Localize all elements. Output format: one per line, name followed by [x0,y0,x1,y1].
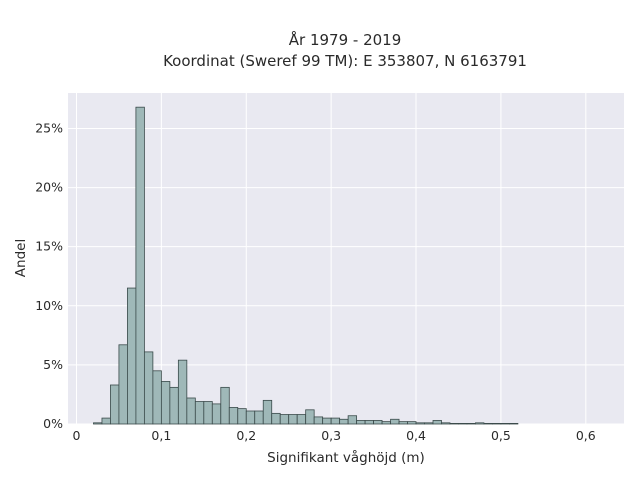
histogram-bar [93,422,103,425]
histogram-bar [458,423,468,425]
x-tick-label: 0,4 [406,428,426,443]
histogram-bar [466,423,476,425]
histogram-bar [483,423,493,425]
histogram-bar [305,409,315,425]
histogram-bar [228,407,239,425]
chart-title: År 1979 - 2019 [289,30,402,49]
histogram-bar [220,386,230,425]
y-tick-label: 15% [35,239,63,254]
histogram-bar [373,420,383,425]
histogram-bar [330,417,341,425]
y-tick-label: 0% [43,416,63,431]
histogram-bar [322,417,332,425]
histogram-bar [449,423,459,425]
x-tick-label: 0 [73,428,81,443]
x-tick-labels: 0 0,1 0,2 0,3 0,4 0,5 0,6 [73,428,596,443]
histogram-bar [381,421,391,425]
histogram-bar [407,421,417,425]
y-tick-label: 5% [43,357,63,372]
histogram-bar [245,410,256,425]
histogram-bar [398,421,408,425]
histogram-bar [313,416,324,425]
histogram-bar [203,401,213,425]
histogram-bar [424,422,434,425]
x-tick-label: 0,1 [151,428,171,443]
x-axis-label: Signifikant våghöjd (m) [267,449,425,466]
histogram-bar [211,403,222,425]
y-tick-label: 10% [35,298,63,313]
histogram-bar [492,423,502,425]
histogram-bar [415,422,425,425]
histogram-bar [500,423,510,425]
histogram-bar [475,422,485,425]
histogram-bar [135,106,145,425]
histogram-bar [237,408,247,425]
histogram-bar [432,420,442,425]
x-tick-label: 0,3 [321,428,341,443]
histogram-bar [110,384,120,425]
histogram-bar [279,414,290,425]
histogram-bar [186,397,196,425]
y-axis-label: Andel [13,239,29,277]
histogram-bar [296,414,307,425]
histogram-bar [254,410,264,425]
x-tick-label: 0,2 [236,428,256,443]
histogram-bar [127,287,137,425]
histogram-bar [364,420,374,425]
histogram-bar [271,412,281,425]
histogram-bar [169,386,179,425]
histogram-bar [101,417,111,425]
histogram-bar [118,344,128,425]
x-tick-label: 0,6 [576,428,596,443]
histogram-bar [347,415,358,425]
y-tick-label: 25% [35,120,63,135]
histogram-bar [288,414,298,425]
chart-subtitle: Koordinat (Sweref 99 TM): E 353807, N 61… [163,52,527,70]
histogram-bars [93,106,519,425]
y-tick-label: 20% [35,180,63,195]
x-tick-label: 0,5 [491,428,511,443]
histogram-bar [152,370,162,425]
histogram-bar [390,418,400,425]
histogram-bar [160,381,171,425]
histogram-bar [194,401,205,425]
histogram-bar [356,420,366,425]
histogram-bar [177,359,188,425]
histogram-bar [441,422,451,425]
histogram-bar [143,351,154,425]
histogram-bar [262,399,273,425]
histogram-bar [339,418,349,425]
y-tick-labels: 0% 5% 10% 15% 20% 25% [35,120,63,431]
histogram-bar [509,423,519,425]
plot-background [68,93,624,424]
